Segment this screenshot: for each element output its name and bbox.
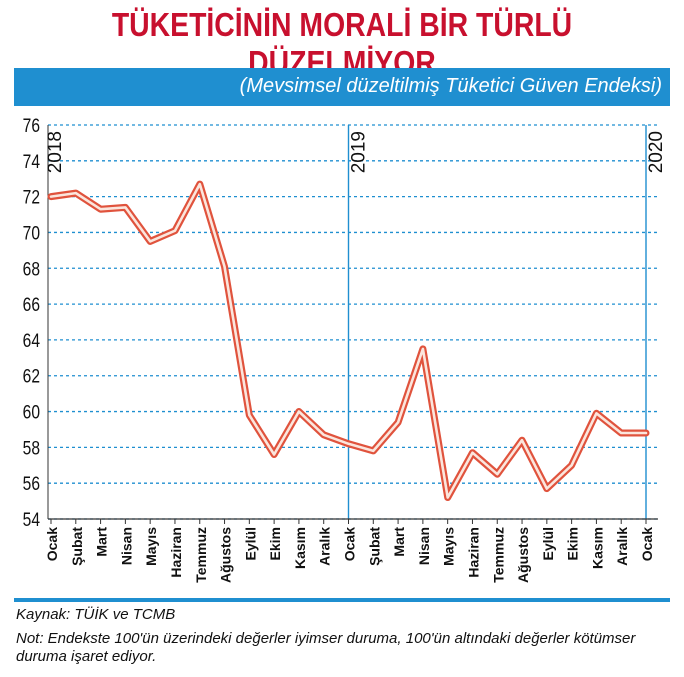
data-point — [124, 206, 126, 208]
x-tick-label: Mart — [94, 527, 110, 557]
year-markers: 2018 2019 2020 — [45, 125, 667, 519]
x-tick-label: Haziran — [168, 527, 184, 578]
data-point — [50, 195, 52, 197]
x-tick-label: Temmuz — [193, 527, 209, 583]
x-tick-label: Nisan — [118, 527, 134, 565]
year-label: 2019 — [349, 131, 370, 173]
chart-title: TÜKETİCİNİN MORALİ BİR TÜRLÜ DÜZELMİYOR — [111, 6, 573, 81]
data-point — [223, 265, 225, 267]
x-tick-label: Şubat — [69, 527, 85, 566]
data-point — [248, 414, 250, 416]
data-point — [397, 421, 399, 423]
y-tick-label: 74 — [23, 150, 41, 172]
data-point — [521, 439, 523, 441]
x-tick-label: Temmuz — [490, 527, 506, 583]
x-tick-label: Ağustos — [218, 527, 234, 583]
series-line-layer — [47, 180, 650, 501]
data-point — [546, 487, 548, 489]
x-tick-label: Mayıs — [441, 527, 457, 566]
y-tick-label: 68 — [23, 258, 40, 280]
x-tick-label: Mayıs — [143, 527, 159, 566]
data-point — [372, 450, 374, 452]
y-tick-label: 62 — [23, 365, 40, 387]
data-point — [645, 432, 647, 434]
x-tick-label: Eylül — [540, 527, 556, 560]
data-point — [174, 229, 176, 231]
data-point — [298, 410, 300, 412]
x-tick-label: Ekim — [565, 527, 581, 560]
data-point — [471, 452, 473, 454]
y-tick-label: 72 — [23, 186, 40, 208]
x-tick-label: Nisan — [416, 527, 432, 565]
series-line — [49, 182, 648, 499]
data-point — [99, 208, 101, 210]
data-point — [446, 496, 448, 498]
data-point — [595, 412, 597, 414]
x-tick-label: Eylül — [242, 527, 258, 560]
year-label: 2018 — [45, 131, 66, 173]
subtitle-band: (Mevsimsel düzeltilmiş Tüketici Güven En… — [14, 68, 670, 106]
y-tick-label: 70 — [23, 222, 40, 244]
grid-layer — [48, 124, 658, 520]
data-point — [323, 434, 325, 436]
data-point — [75, 192, 77, 194]
note-text: Not: Endekste 100'ün üzerindeki değerler… — [16, 630, 636, 665]
data-point — [199, 183, 201, 185]
chart-subtitle: (Mevsimsel düzeltilmiş Tüketici Güven En… — [239, 75, 662, 97]
y-tick-label: 66 — [23, 294, 40, 316]
y-tick-label: 58 — [23, 437, 40, 459]
y-tick-label: 56 — [23, 473, 40, 495]
x-axis: Ocak Şubat Mart Nisan Mayıs Haziran Temmuz Ağus… — [44, 518, 658, 583]
y-tick-label: 64 — [23, 329, 41, 351]
y-tick-label: 54 — [23, 509, 41, 531]
y-tick-label: 60 — [23, 401, 40, 423]
y-tick-label: 76 — [23, 115, 40, 137]
x-tick-label: Şubat — [366, 527, 382, 566]
x-tick-label: Ağustos — [515, 527, 531, 583]
data-point — [496, 473, 498, 475]
line-chart: 54 56 58 60 62 64 66 68 70 72 74 76 2018 2019 2020 Oc… — [23, 115, 667, 583]
source-text: Kaynak: TÜİK ve TCMB — [16, 606, 176, 623]
data-point — [422, 348, 424, 350]
x-tick-label: Haziran — [465, 527, 481, 578]
data-point — [149, 240, 151, 242]
x-tick-label: Ocak — [44, 527, 60, 561]
source-divider — [14, 598, 670, 602]
x-tick-label: Ocak — [639, 527, 655, 561]
x-tick-label: Kasım — [292, 527, 308, 569]
data-point — [570, 464, 572, 466]
x-tick-label: Ocak — [342, 527, 358, 561]
x-tick-label: Aralık — [614, 527, 630, 566]
data-point — [347, 443, 349, 445]
year-label: 2020 — [646, 131, 667, 173]
x-tick-label: Kasım — [589, 527, 605, 569]
data-point — [273, 453, 275, 455]
x-tick-label: Mart — [391, 527, 407, 557]
y-axis: 54 56 58 60 62 64 66 68 70 72 74 76 — [23, 115, 49, 531]
x-tick-label: Aralık — [317, 527, 333, 566]
x-tick-label: Ekim — [267, 527, 283, 560]
data-point — [620, 432, 622, 434]
